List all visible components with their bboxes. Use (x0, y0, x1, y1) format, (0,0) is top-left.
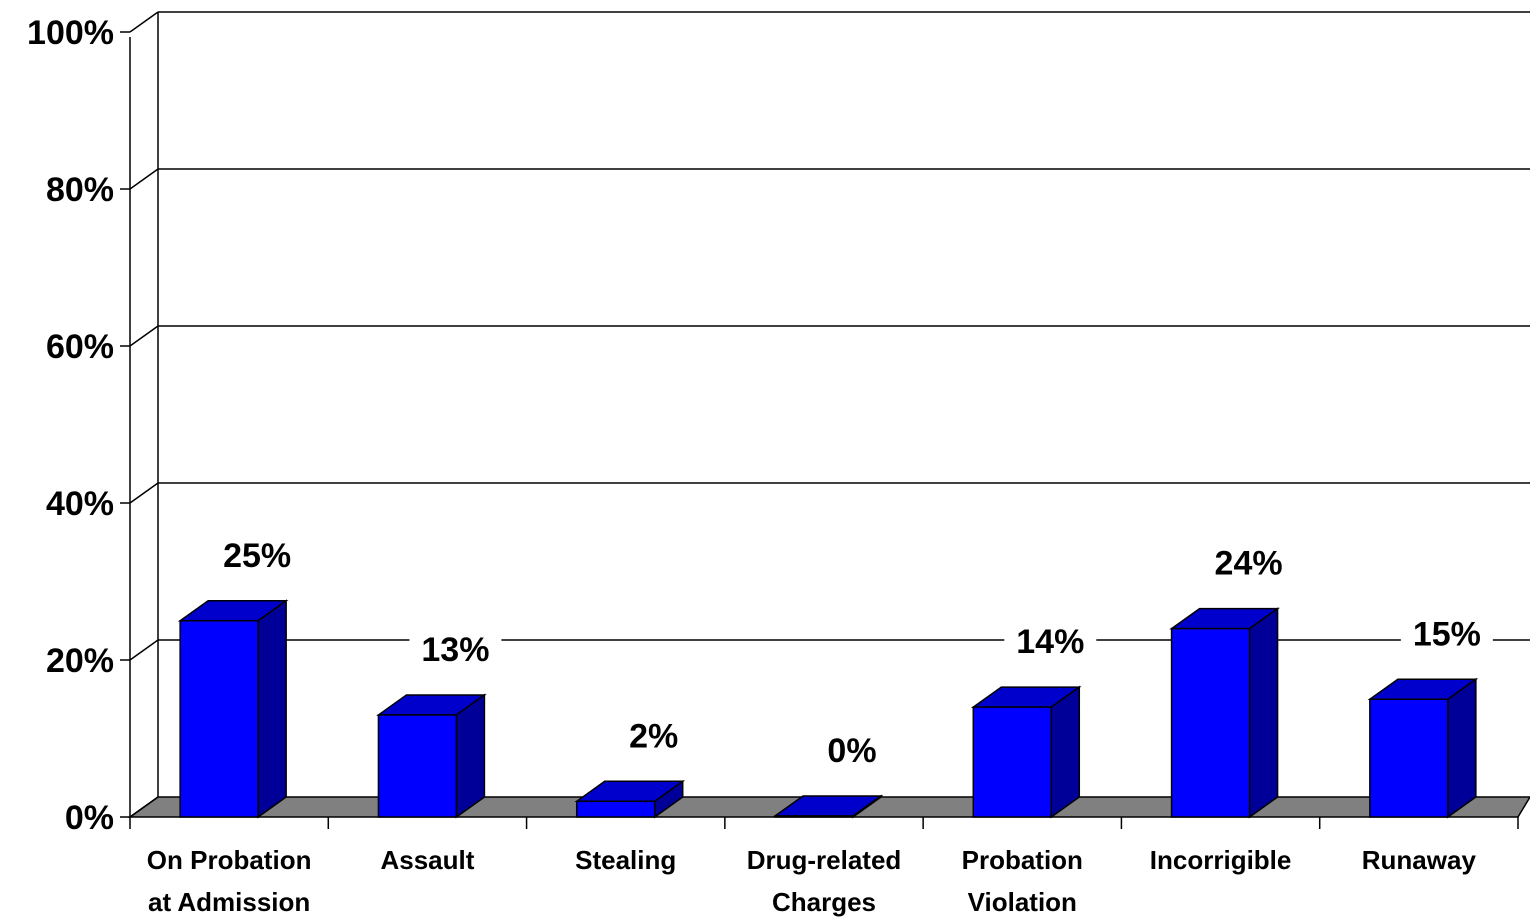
y-tick-label: 0% (65, 799, 114, 837)
category-label-line: Runaway (1362, 845, 1477, 875)
bar-front-face (179, 620, 259, 818)
data-label: 0% (827, 732, 876, 770)
bar (1169, 607, 1280, 819)
bar (177, 599, 289, 819)
bar (574, 779, 686, 819)
gridlines (129, 11, 1530, 818)
bar-side-face (455, 693, 486, 819)
data-label-bg (1400, 611, 1493, 656)
gridline-diagonal (129, 168, 159, 190)
bar (1367, 677, 1479, 819)
category-label-line: at Admission (148, 887, 310, 917)
data-label: 14% (1016, 623, 1084, 661)
category-label: Drug-related Charges (747, 845, 902, 917)
y-tick-label: 40% (46, 485, 114, 523)
data-label-bg (211, 532, 304, 577)
data-label: 2% (629, 717, 678, 755)
data-label-bg (607, 713, 700, 758)
category-label-line: Drug-related (747, 845, 902, 875)
category-label: Stealing (575, 845, 676, 875)
labels: 25% On Probation at Admission 13% Assault 2% S… (147, 532, 1493, 917)
bar-side-face (1050, 685, 1081, 819)
category-label-line: Assault (380, 845, 474, 875)
category-label: On Probation at Admission (147, 845, 312, 917)
category-label: Incorrigible (1150, 845, 1292, 875)
bar-front-face (1369, 698, 1449, 818)
bar-side-face (257, 599, 287, 819)
bar (970, 685, 1082, 819)
data-label-bg (806, 728, 898, 772)
bar-front-face (377, 714, 458, 818)
category-label-line: On Probation (147, 845, 312, 875)
gridline-diagonal (129, 482, 159, 504)
bar-side-face (1248, 607, 1279, 819)
category-label-line: Charges (772, 887, 876, 917)
y-axis: 0% 20% 40% 60% 80% 100% (27, 14, 1519, 837)
gridline-diagonal (129, 796, 159, 818)
category-label: Runaway (1362, 845, 1477, 875)
data-label-bg (1004, 619, 1097, 664)
category-label: Assault (380, 845, 474, 875)
y-tick-label: 60% (46, 328, 114, 366)
data-label: 25% (223, 537, 291, 575)
data-label: 15% (1413, 615, 1481, 653)
y-tick-label: 20% (46, 642, 114, 680)
data-label: 13% (421, 631, 489, 669)
category-label: Probation Violation (962, 845, 1083, 917)
category-label-line: Violation (968, 887, 1077, 917)
y-tick-label: 100% (27, 14, 114, 52)
bar (376, 693, 487, 819)
gridline-diagonal (129, 325, 159, 347)
bar-front-face (972, 706, 1053, 818)
y-tick-label: 80% (46, 171, 114, 209)
bar-front-face (774, 815, 854, 818)
data-label: 24% (1215, 545, 1283, 583)
bars (177, 599, 1479, 819)
gridline-diagonal (129, 11, 159, 33)
bar-front-face (575, 800, 656, 818)
category-label-line: Stealing (575, 845, 676, 875)
data-label-bg (409, 626, 502, 671)
category-label-line: Incorrigible (1150, 845, 1292, 875)
bar-front-face (1170, 627, 1251, 818)
bar (772, 794, 884, 819)
category-label-line: Probation (962, 845, 1083, 875)
bar-side-face (1447, 677, 1477, 819)
data-label-bg (1202, 540, 1295, 585)
gridline-diagonal (129, 639, 159, 661)
